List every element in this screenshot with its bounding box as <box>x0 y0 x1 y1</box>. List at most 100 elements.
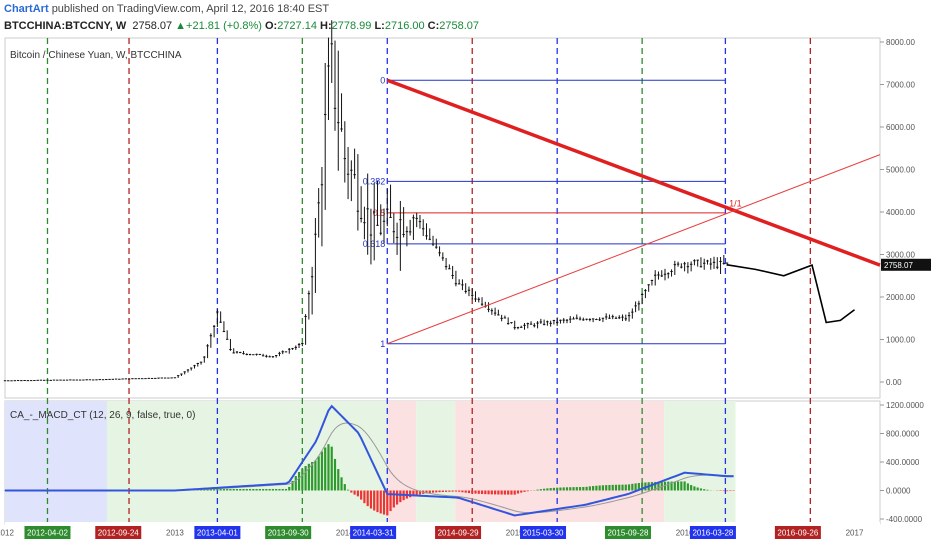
macd-histogram-bar <box>229 489 232 491</box>
macd-histogram-bar <box>559 487 562 491</box>
macd-histogram-bar <box>431 490 435 493</box>
macd-histogram-bar <box>307 463 310 491</box>
macd-histogram-bar <box>209 489 212 491</box>
price-axis-label: 0.00 <box>886 378 902 387</box>
change-value: ▲+21.81 (+0.8%) <box>175 20 262 32</box>
macd-histogram-bar <box>252 488 255 491</box>
macd-histogram-bar <box>395 490 399 505</box>
macd-histogram-bar <box>278 488 281 491</box>
macd-histogram-bar <box>618 484 621 491</box>
macd-histogram-bar <box>343 484 346 491</box>
macd-histogram-bar <box>245 488 248 491</box>
last-price-marker-bg <box>881 258 931 271</box>
macd-histogram-bar <box>346 489 350 491</box>
macd-histogram-bar <box>239 488 242 491</box>
macd-histogram-bar <box>500 490 503 495</box>
macd-histogram-bar <box>686 483 689 491</box>
macd-histogram-bar <box>418 490 422 495</box>
macd-histogram-bar <box>601 485 605 491</box>
macd-histogram-bar <box>631 483 634 491</box>
date-marker-label: 2015-03-30 <box>523 529 564 538</box>
symbol-label: BTCCHINA:BTCCNY, W <box>4 20 127 32</box>
date-marker-label: 2012-04-02 <box>27 529 68 538</box>
macd-histogram-bar <box>641 482 644 491</box>
macd-axis-label: 0.0000 <box>886 487 911 496</box>
publish-line: ChartArt published on TradingView.com, A… <box>4 3 329 15</box>
macd-histogram-bar <box>592 486 595 491</box>
macd-histogram-bar <box>611 484 614 491</box>
macd-histogram-bar <box>330 446 333 491</box>
high-value: 2778.99 <box>331 20 372 32</box>
macd-histogram-bar <box>513 490 516 495</box>
macd-histogram-bar <box>503 490 507 495</box>
macd-histogram-bar <box>699 488 703 491</box>
macd-histogram-bar <box>327 444 330 491</box>
macd-histogram-bar <box>324 447 327 491</box>
macd-histogram-bar <box>585 486 588 491</box>
macd-histogram-bar <box>304 466 307 491</box>
macd-histogram-bar <box>663 481 667 491</box>
author-link[interactable]: ChartArt <box>4 3 49 15</box>
macd-pane-title: CA_-_MACD_CT (12, 26, 9, false, true, 0) <box>10 410 196 421</box>
price-axis-label: 5000.00 <box>886 166 915 175</box>
macd-histogram-bar <box>376 490 379 513</box>
macd-histogram-bar <box>216 489 219 491</box>
macd-histogram-bar <box>454 490 457 492</box>
macd-histogram-bar <box>379 490 382 514</box>
macd-histogram-bar <box>523 490 526 492</box>
macd-histogram-bar <box>350 490 353 493</box>
macd-histogram-bar <box>392 490 395 508</box>
price-axis-label: 7000.00 <box>886 81 915 90</box>
macd-histogram-bar <box>340 477 343 491</box>
macd-histogram-bar <box>650 482 654 491</box>
macd-histogram-bar <box>262 488 265 491</box>
macd-histogram-bar <box>386 490 389 516</box>
macd-histogram-bar <box>219 489 222 491</box>
macd-histogram-bar <box>676 481 680 491</box>
low-value: 2716.00 <box>384 20 425 32</box>
macd-histogram-bar <box>314 460 317 491</box>
macd-histogram-bar <box>667 481 670 491</box>
macd-histogram-bar <box>291 480 294 491</box>
macd-histogram-bar <box>471 490 474 494</box>
macd-histogram-bar <box>226 489 229 491</box>
macd-histogram-bar <box>425 490 428 494</box>
x-axis-label: 2017 <box>846 529 864 538</box>
date-marker-label: 2013-04-01 <box>197 529 238 538</box>
macd-histogram-bar <box>444 490 448 492</box>
macd-histogram-bar <box>516 490 520 494</box>
date-marker-bg <box>24 526 71 539</box>
last-price: 2758.07 <box>132 20 173 32</box>
macd-bg-bull <box>416 401 456 524</box>
macd-histogram-bar <box>608 484 611 491</box>
fib-level-label: 0 <box>380 75 385 85</box>
macd-histogram-bar <box>311 461 314 491</box>
macd-histogram-bar <box>206 489 209 491</box>
date-marker-label: 2012-09-24 <box>98 529 139 538</box>
x-axis-label: 2016 <box>676 529 694 538</box>
macd-histogram-bar <box>624 484 627 491</box>
ohlc-line: BTCCHINA:BTCCNY, W 2758.07 ▲+21.81 (+0.8… <box>4 20 479 32</box>
macd-bg-bear <box>387 401 417 524</box>
macd-histogram-bar <box>706 489 709 491</box>
macd-histogram-bar <box>696 487 699 491</box>
date-marker-label: 2014-03-31 <box>353 529 394 538</box>
macd-histogram-bar <box>213 489 216 491</box>
macd-histogram-bar <box>725 490 729 492</box>
macd-histogram-bar <box>582 486 585 491</box>
macd-histogram-bar <box>490 490 493 495</box>
macd-histogram-bar <box>366 490 369 507</box>
macd-histogram-bar <box>539 489 542 491</box>
macd-histogram-bar <box>448 490 451 492</box>
price-pane-title: Bitcoin / Chinese Yuan, W, BTCCHINA <box>10 50 182 61</box>
macd-histogram-bar <box>412 490 415 497</box>
macd-histogram-bar <box>654 481 657 491</box>
macd-histogram-bar <box>288 486 291 491</box>
date-marker-bg <box>774 526 821 539</box>
macd-bg-neutral <box>5 401 107 524</box>
macd-histogram-bar <box>363 490 366 504</box>
macd-histogram-bar <box>284 488 288 491</box>
date-marker-label: 2013-09-30 <box>268 529 309 538</box>
macd-histogram-bar <box>275 488 278 491</box>
